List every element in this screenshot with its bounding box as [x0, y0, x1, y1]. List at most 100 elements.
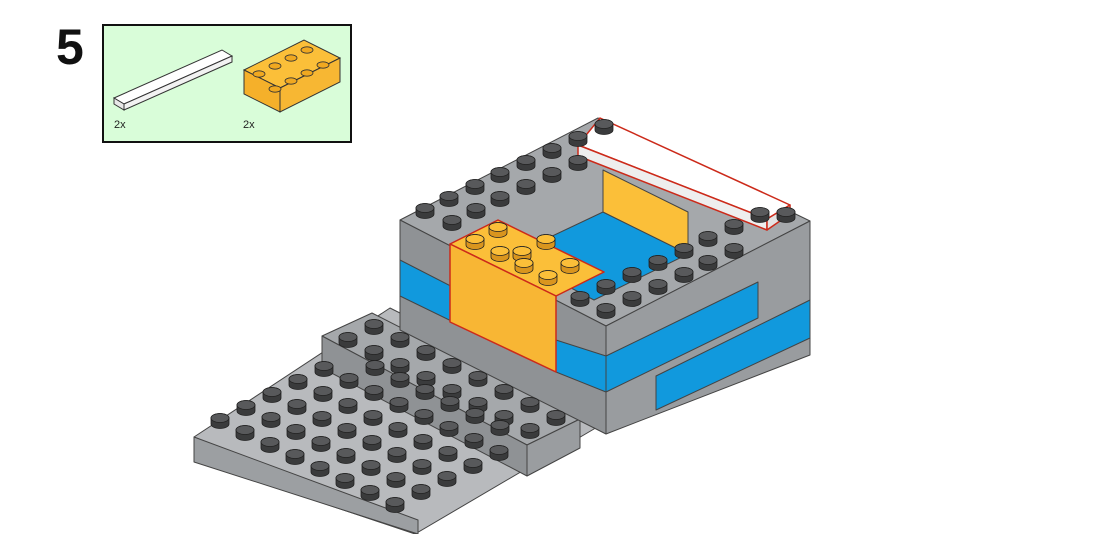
- step-brick-stud: [546, 410, 566, 426]
- base-plate-stud: [260, 437, 280, 453]
- base-plate-stud: [336, 448, 356, 464]
- base-plate-stud: [413, 434, 433, 450]
- tower-stud: [596, 303, 616, 319]
- base-plate-stud: [386, 472, 406, 488]
- base-plate-stud: [490, 420, 510, 436]
- base-plate-stud: [286, 424, 306, 440]
- tower-stud: [674, 267, 694, 283]
- part-stud: [268, 85, 282, 93]
- base-plate-stud: [285, 449, 305, 465]
- tower-stud: [750, 207, 770, 223]
- tower-stud: [516, 155, 536, 171]
- parts-illustration: [112, 39, 342, 113]
- step-brick-stud: [442, 358, 462, 374]
- tower-stud: [622, 291, 642, 307]
- tower-stud: [724, 219, 744, 235]
- white-tile-icon: [112, 49, 234, 111]
- orange-brick-stud: [560, 258, 580, 274]
- base-plate-stud: [338, 398, 358, 414]
- step-brick-side: [526, 418, 581, 477]
- base-plate-stud: [465, 408, 485, 424]
- base-plate-stud: [387, 447, 407, 463]
- step-brick-stud: [494, 384, 514, 400]
- orange-brick-stud: [512, 246, 532, 262]
- orange-brick-stud: [536, 234, 556, 250]
- step-brick-stud: [364, 345, 384, 361]
- base-plate-stud: [339, 373, 359, 389]
- tower-stud: [490, 191, 510, 207]
- step-brick-stud: [364, 319, 384, 335]
- orange-brick-stud: [465, 234, 485, 250]
- tower-stud: [648, 279, 668, 295]
- base-plate-stud: [261, 412, 281, 428]
- tower-stud: [542, 167, 562, 183]
- tower-stud: [622, 267, 642, 283]
- base-plate-stud: [288, 374, 308, 390]
- base-plate-stud: [311, 436, 331, 452]
- part-stud: [300, 69, 314, 77]
- step-brick-stud: [416, 345, 436, 361]
- tower-stud: [674, 243, 694, 259]
- tower-stud: [439, 191, 459, 207]
- tower-stud: [698, 231, 718, 247]
- tower-stud: [490, 167, 510, 183]
- part-stud: [284, 54, 298, 62]
- part-stud: [284, 77, 298, 85]
- tower-stud: [698, 255, 718, 271]
- base-plate-stud: [362, 435, 382, 451]
- base-plate-stud: [385, 497, 405, 513]
- base-plate-stud: [389, 397, 409, 413]
- tower-stud: [568, 131, 588, 147]
- base-plate-stud: [439, 421, 459, 437]
- step-brick-stud: [520, 423, 540, 439]
- base-plate-stud: [388, 422, 408, 438]
- part-stud: [316, 61, 330, 69]
- base-plate-stud: [412, 459, 432, 475]
- base-plate-stud: [411, 484, 431, 500]
- tower-stud: [570, 291, 590, 307]
- base-plate-stud: [360, 485, 380, 501]
- base-plate-stud: [365, 360, 385, 376]
- base-plate-stud: [312, 411, 332, 427]
- tower-stud: [465, 179, 485, 195]
- tower-stud: [415, 203, 435, 219]
- base-plate-stud: [414, 409, 434, 425]
- base-plate-stud: [390, 372, 410, 388]
- base-plate-stud: [210, 413, 230, 429]
- part-stud: [268, 62, 282, 70]
- step-brick-stud: [468, 371, 488, 387]
- tower-stud: [596, 279, 616, 295]
- base-plate-stud: [440, 396, 460, 412]
- base-plate-stud: [464, 433, 484, 449]
- base-plate-stud: [287, 399, 307, 415]
- orange-brick-icon: [242, 39, 342, 113]
- orange-brick-stud: [490, 246, 510, 262]
- tower-stud: [542, 143, 562, 159]
- base-plate-stud: [438, 446, 458, 462]
- part-stud: [252, 70, 266, 78]
- base-plate-stud: [489, 445, 509, 461]
- part-stud: [300, 46, 314, 54]
- orange-brick-stud: [514, 258, 534, 274]
- base-plate-stud: [463, 458, 483, 474]
- new-orange-brick-front: [449, 243, 557, 373]
- tower-stud: [442, 215, 462, 231]
- orange-brick-stud: [538, 270, 558, 286]
- part-quantity-brick: 2x: [243, 119, 255, 131]
- tower-stud: [776, 207, 796, 223]
- base-plate-stud: [236, 400, 256, 416]
- base-plate-stud: [437, 471, 457, 487]
- step-brick-stud: [520, 397, 540, 413]
- base-plate-stud: [314, 361, 334, 377]
- tower-stud: [648, 255, 668, 271]
- tower-stud: [466, 203, 486, 219]
- base-plate-stud: [310, 461, 330, 477]
- base-plate-stud: [313, 386, 333, 402]
- step-number: 5: [56, 19, 84, 75]
- step-brick-stud: [390, 358, 410, 374]
- tower-stud: [568, 155, 588, 171]
- step-brick-stud: [390, 332, 410, 348]
- base-plate-stud: [335, 473, 355, 489]
- tower-stud: [724, 243, 744, 259]
